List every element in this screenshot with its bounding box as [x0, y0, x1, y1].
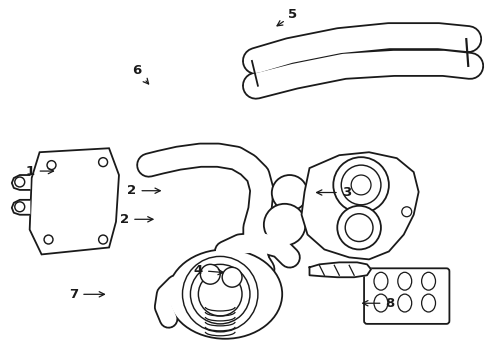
Text: 2: 2: [120, 213, 153, 226]
Polygon shape: [301, 152, 418, 260]
Circle shape: [271, 175, 307, 211]
Circle shape: [99, 235, 107, 244]
Circle shape: [341, 165, 380, 205]
Circle shape: [47, 161, 56, 170]
Text: 6: 6: [132, 64, 148, 84]
Text: 4: 4: [193, 264, 223, 277]
Circle shape: [401, 207, 411, 217]
Circle shape: [182, 256, 257, 332]
FancyBboxPatch shape: [364, 268, 448, 324]
Ellipse shape: [168, 249, 282, 339]
Circle shape: [350, 175, 370, 195]
Circle shape: [264, 204, 305, 246]
Polygon shape: [30, 148, 119, 255]
Text: 1: 1: [25, 165, 53, 177]
Circle shape: [15, 202, 25, 212]
Text: 2: 2: [127, 184, 160, 197]
Ellipse shape: [421, 272, 435, 290]
Text: 8: 8: [362, 297, 394, 310]
Circle shape: [333, 157, 388, 213]
Text: 5: 5: [277, 9, 297, 26]
Circle shape: [337, 206, 380, 249]
Text: 3: 3: [316, 186, 350, 199]
Text: 7: 7: [69, 288, 104, 301]
Ellipse shape: [397, 294, 411, 312]
Ellipse shape: [373, 272, 387, 290]
Circle shape: [99, 158, 107, 167]
Ellipse shape: [373, 294, 387, 312]
Polygon shape: [12, 200, 30, 215]
Circle shape: [15, 177, 25, 187]
Circle shape: [345, 214, 372, 242]
Circle shape: [222, 267, 242, 287]
Circle shape: [200, 264, 220, 284]
Polygon shape: [12, 175, 30, 190]
Ellipse shape: [397, 272, 411, 290]
Circle shape: [198, 272, 242, 316]
Ellipse shape: [421, 294, 435, 312]
Polygon shape: [309, 262, 370, 277]
Circle shape: [44, 235, 53, 244]
Circle shape: [190, 264, 249, 324]
